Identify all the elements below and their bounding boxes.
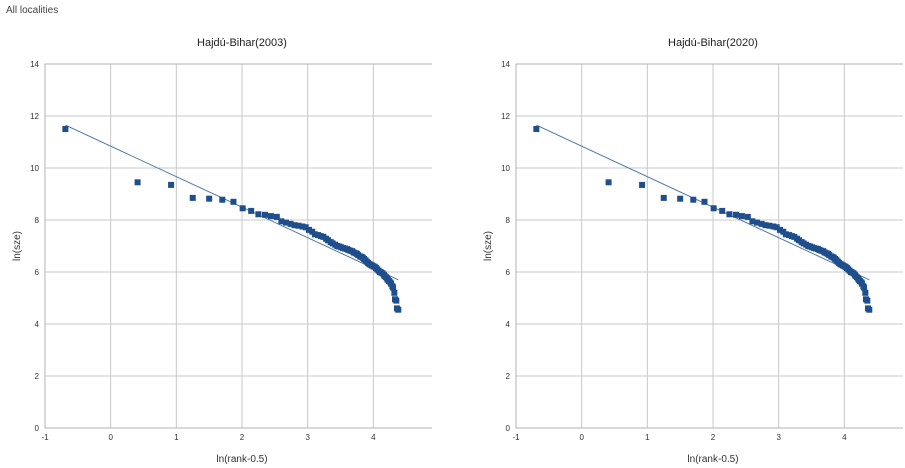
data-point: [230, 198, 237, 205]
chart-title: Hajdú-Bihar(2020): [668, 37, 758, 49]
data-point: [770, 223, 777, 230]
data-point: [291, 222, 298, 229]
data-point: [267, 213, 274, 220]
x-tick-label: -1: [512, 433, 520, 442]
chart-title: Hajdú-Bihar(2003): [197, 37, 287, 49]
data-point: [738, 213, 745, 220]
y-tick-label: 4: [506, 320, 511, 329]
y-tick-label: 14: [30, 60, 39, 69]
data-point: [390, 284, 397, 291]
page-caption: All localities: [6, 5, 59, 16]
y-tick-label: 6: [506, 268, 511, 277]
y-axis-label: ln(sze): [483, 231, 494, 261]
data-point: [861, 284, 868, 291]
data-point: [862, 289, 869, 296]
data-point: [605, 179, 612, 186]
x-tick-label: 0: [108, 433, 113, 442]
data-point: [206, 195, 213, 202]
x-axis-label: ln(rank-0.5): [687, 454, 738, 465]
data-point: [62, 126, 69, 132]
data-point: [744, 213, 751, 220]
data-point: [732, 211, 739, 218]
y-tick-label: 4: [35, 320, 40, 329]
data-point: [282, 219, 289, 226]
data-point: [758, 220, 765, 227]
y-tick-label: 14: [501, 60, 510, 69]
data-point: [168, 181, 175, 188]
y-tick-label: 6: [35, 268, 40, 277]
y-axis-label: ln(sze): [12, 231, 23, 261]
data-point: [776, 226, 783, 233]
data-point: [393, 297, 400, 304]
data-point: [726, 211, 733, 218]
x-axis-label: ln(rank-0.5): [216, 454, 267, 465]
y-tick-label: 2: [506, 372, 511, 381]
data-point: [134, 179, 141, 186]
data-point: [219, 196, 226, 203]
data-point: [295, 222, 302, 229]
x-tick-label: 2: [711, 433, 716, 442]
y-tick-label: 8: [506, 216, 511, 225]
data-point: [866, 306, 873, 313]
x-tick-label: -1: [41, 433, 49, 442]
data-point: [278, 218, 285, 225]
data-point: [762, 222, 769, 229]
data-point: [299, 223, 306, 230]
data-point: [710, 205, 717, 212]
data-point: [677, 195, 684, 202]
data-point: [753, 219, 760, 226]
data-point: [766, 222, 773, 229]
data-point: [660, 194, 667, 201]
data-point: [302, 224, 309, 231]
data-point: [311, 231, 318, 238]
scatter-chart-2003: Hajdú-Bihar(2003)02468101214-1012345ln(r…: [12, 37, 432, 465]
y-tick-label: 10: [501, 164, 510, 173]
y-tick-label: 2: [35, 372, 40, 381]
x-tick-label: 3: [776, 433, 781, 442]
data-point: [248, 207, 255, 214]
data-point: [773, 224, 780, 231]
data-point: [273, 213, 280, 220]
x-tick-label: 4: [371, 433, 376, 442]
data-point: [639, 181, 646, 188]
y-tick-label: 8: [35, 216, 40, 225]
x-tick-label: 1: [645, 433, 650, 442]
data-point: [305, 226, 312, 233]
data-point: [391, 289, 398, 296]
data-point: [864, 297, 871, 304]
data-point: [719, 207, 726, 214]
plot-area: [515, 63, 903, 429]
data-point: [533, 126, 540, 132]
y-tick-label: 0: [35, 424, 40, 433]
data-point: [255, 211, 262, 218]
data-point: [239, 205, 246, 212]
y-tick-label: 12: [30, 112, 39, 121]
y-tick-label: 12: [501, 112, 510, 121]
data-point: [690, 196, 697, 203]
x-tick-label: 1: [174, 433, 179, 442]
data-point: [395, 306, 402, 313]
x-tick-label: 4: [842, 433, 847, 442]
x-tick-label: 3: [305, 433, 310, 442]
x-tick-label: 0: [579, 433, 584, 442]
x-tick-label: 2: [240, 433, 245, 442]
data-point: [782, 231, 789, 238]
data-point: [287, 220, 294, 227]
plot-area: [44, 63, 432, 429]
data-point: [749, 218, 756, 225]
data-point: [189, 194, 196, 201]
y-tick-label: 0: [506, 424, 511, 433]
data-point: [701, 198, 708, 205]
data-point: [261, 211, 268, 218]
y-tick-label: 10: [30, 164, 39, 173]
